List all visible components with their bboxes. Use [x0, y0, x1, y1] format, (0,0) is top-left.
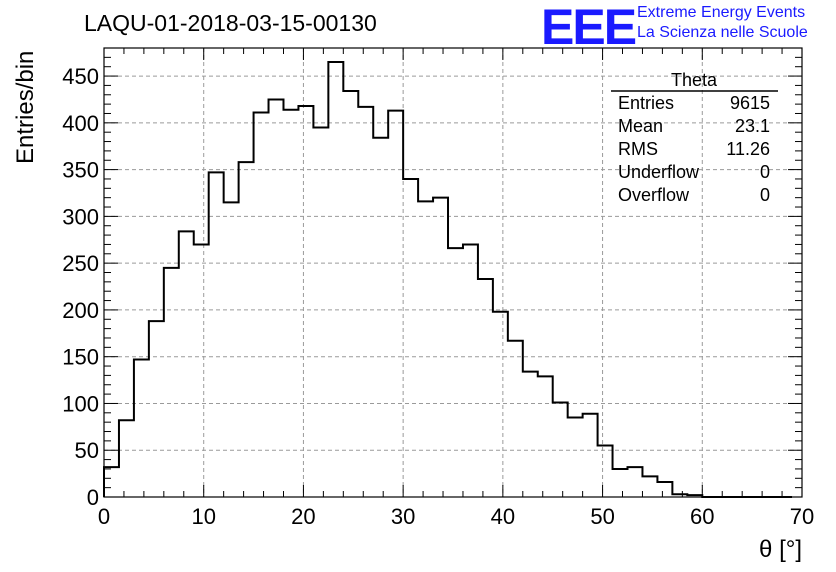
y-tick-label: 250: [62, 251, 99, 276]
x-tick-label: 0: [98, 504, 110, 529]
x-tick-label: 20: [291, 504, 315, 529]
eee-logo: EEE: [541, 0, 637, 55]
stats-value: 0: [759, 185, 770, 205]
x-tick-label: 60: [690, 504, 714, 529]
y-tick-label: 100: [62, 391, 99, 416]
plot-frame: [103, 47, 803, 498]
x-tick-label: 40: [491, 504, 515, 529]
y-tick-label: 150: [62, 345, 99, 370]
x-tick-label: 10: [191, 504, 215, 529]
stats-value: 0: [759, 162, 770, 182]
x-tick-label: 30: [391, 504, 415, 529]
y-tick-label: 300: [62, 204, 99, 229]
stats-key: Overflow: [618, 185, 690, 205]
logo-subtitle-1: Extreme Energy Events: [637, 4, 806, 21]
grid-lines: [104, 48, 802, 497]
x-axis-label: θ [°]: [759, 536, 802, 563]
x-tick-label: 50: [590, 504, 614, 529]
stats-value: 11.26: [726, 139, 770, 159]
y-axis-label: Entries/bin: [12, 50, 39, 164]
histogram-steps: [103, 61, 793, 498]
histogram-outline: [103, 61, 793, 498]
y-tick-label: 0: [87, 485, 99, 510]
stats-key: Mean: [618, 116, 664, 136]
y-tick-label: 50: [75, 438, 99, 463]
y-tick-label: 350: [62, 158, 99, 183]
axis-ticks: 0 10 20 30 40 50 60 70 0 50 100 150 200 250 300 350 400 4…: [62, 47, 814, 529]
stats-key: Underflow: [618, 162, 700, 182]
logo-subtitle-2: La Scienza nelle Scuole: [637, 24, 808, 41]
y-tick-label: 400: [62, 111, 99, 136]
stats-key: RMS: [618, 139, 658, 159]
chart-title: LAQU-01-2018-03-15-00130: [84, 10, 377, 36]
x-tick-label: 70: [790, 504, 814, 529]
stats-title: Theta: [670, 70, 718, 90]
y-tick-label: 200: [62, 298, 99, 323]
y-tick-label: 450: [62, 64, 99, 89]
axes: [103, 47, 803, 498]
stats-value: 9615: [729, 93, 770, 113]
stats-key: Entries: [618, 93, 675, 113]
stats-value: 23.1: [734, 116, 770, 136]
